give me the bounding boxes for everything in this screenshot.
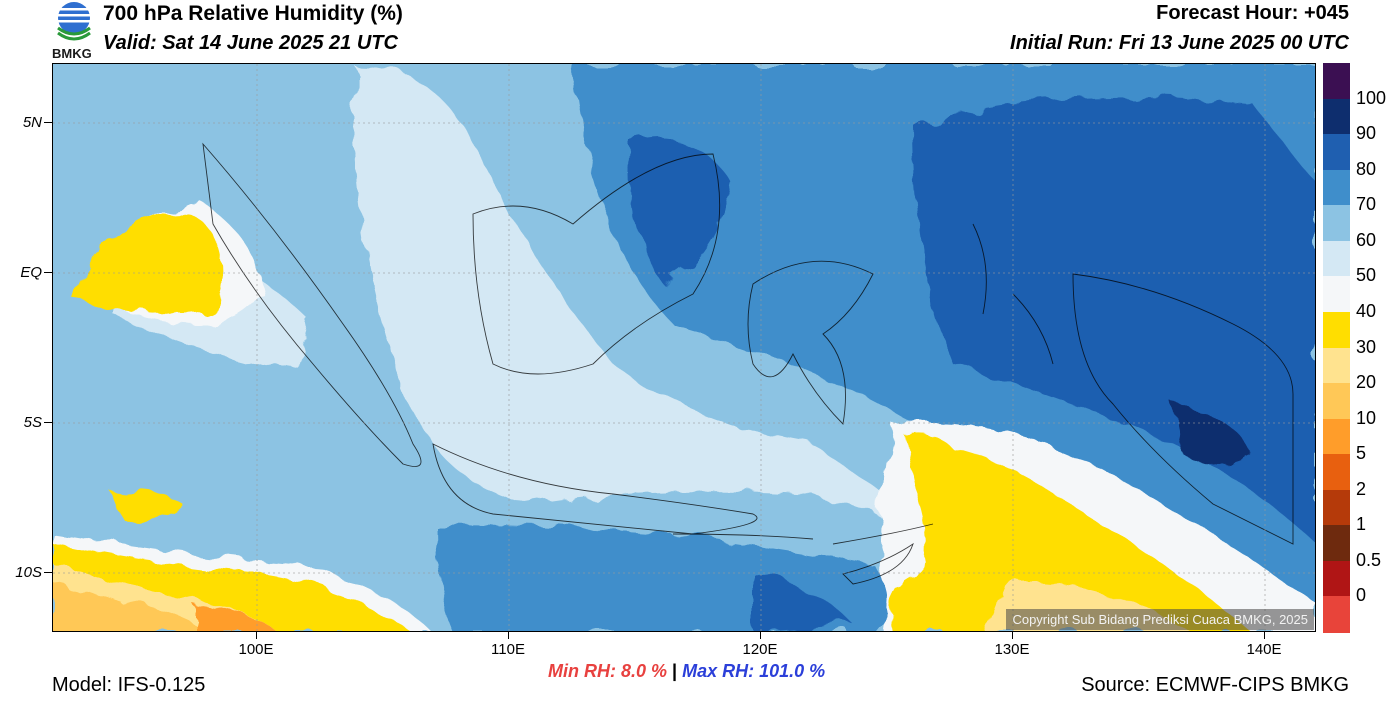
initial-run: Initial Run: Fri 13 June 2025 00 UTC [1010, 32, 1349, 54]
colorbar-segment [1323, 98, 1350, 135]
lon-tick [1012, 632, 1013, 639]
lat-label-eq: EQ [20, 264, 42, 281]
stats-separator: | [672, 661, 678, 681]
lon-tick [760, 632, 761, 639]
colorbar-label: 50 [1356, 265, 1377, 286]
colorbar-segment [1323, 347, 1350, 384]
colorbar-label: 0.5 [1356, 549, 1382, 570]
colorbar-label: 30 [1356, 336, 1377, 357]
map-title: 700 hPa Relative Humidity (%) [103, 2, 403, 25]
lat-tick [44, 272, 52, 273]
colorbar-label: 40 [1356, 300, 1377, 321]
lon-label-110e: 110E [491, 641, 525, 658]
lon-tick [1264, 632, 1265, 639]
colorbar-label: 20 [1356, 372, 1377, 393]
colorbar-label: 5 [1356, 443, 1367, 464]
data-source: Source: ECMWF-CIPS BMKG [1081, 674, 1349, 696]
lat-tick [44, 572, 52, 573]
colorbar-segment [1323, 489, 1350, 526]
colorbar-segment [1323, 169, 1350, 206]
colorbar-segment [1323, 560, 1350, 597]
colorbar-segment [1323, 134, 1350, 171]
colorbar-label: 10 [1356, 407, 1377, 428]
rh-stats: Min RH: 8.0 % | Max RH: 101.0 % [548, 661, 825, 682]
valid-time: Valid: Sat 14 June 2025 21 UTC [103, 32, 398, 54]
lat-tick [44, 122, 52, 123]
colorbar-label: 90 [1356, 123, 1377, 144]
lat-label-5s: 5S [23, 414, 42, 431]
lon-label-120e: 120E [742, 641, 778, 658]
lat-label-5n: 5N [22, 114, 42, 131]
colorbar-label: 100 [1356, 87, 1387, 108]
colorbar-label: 70 [1356, 194, 1377, 215]
colorbar-label: 80 [1356, 158, 1377, 179]
colorbar-segment [1323, 240, 1350, 277]
colorbar-segment [1323, 276, 1350, 313]
colorbar-segment [1323, 383, 1350, 420]
lon-tick [508, 632, 509, 639]
lon-tick [256, 632, 257, 639]
max-rh: Max RH: 101.0 % [682, 661, 826, 681]
logo-text: BMKG [52, 46, 92, 60]
colorbar-label: 60 [1356, 229, 1377, 250]
colorbar-segment [1323, 596, 1350, 633]
lon-label-140e: 140E [1246, 641, 1282, 658]
colorbar-segment [1323, 311, 1350, 348]
forecast-hour: Forecast Hour: +045 [1156, 2, 1349, 24]
humidity-map: Copyright Sub Bidang Prediksi Cuaca BMKG… [52, 63, 1316, 632]
colorbar-label: 2 [1356, 478, 1367, 499]
colorbar-label: 1 [1356, 514, 1367, 535]
lat-tick [44, 422, 52, 423]
colorbar [1323, 63, 1350, 633]
min-rh: Min RH: 8.0 % [548, 661, 668, 681]
lat-label-10s: 10S [15, 564, 42, 581]
colorbar-segment [1323, 63, 1350, 100]
copyright-notice: Copyright Sub Bidang Prediksi Cuaca BMKG… [1006, 609, 1314, 630]
colorbar-label: 0 [1356, 585, 1367, 606]
humidity-field [53, 64, 1315, 631]
lon-label-100e: 100E [238, 641, 274, 658]
colorbar-segment [1323, 205, 1350, 242]
bmkg-logo: BMKG [52, 0, 100, 61]
colorbar-segment [1323, 418, 1350, 455]
colorbar-segment [1323, 454, 1350, 491]
colorbar-segment [1323, 525, 1350, 562]
lon-label-130e: 130E [994, 641, 1030, 658]
model-name: Model: IFS-0.125 [52, 674, 206, 696]
